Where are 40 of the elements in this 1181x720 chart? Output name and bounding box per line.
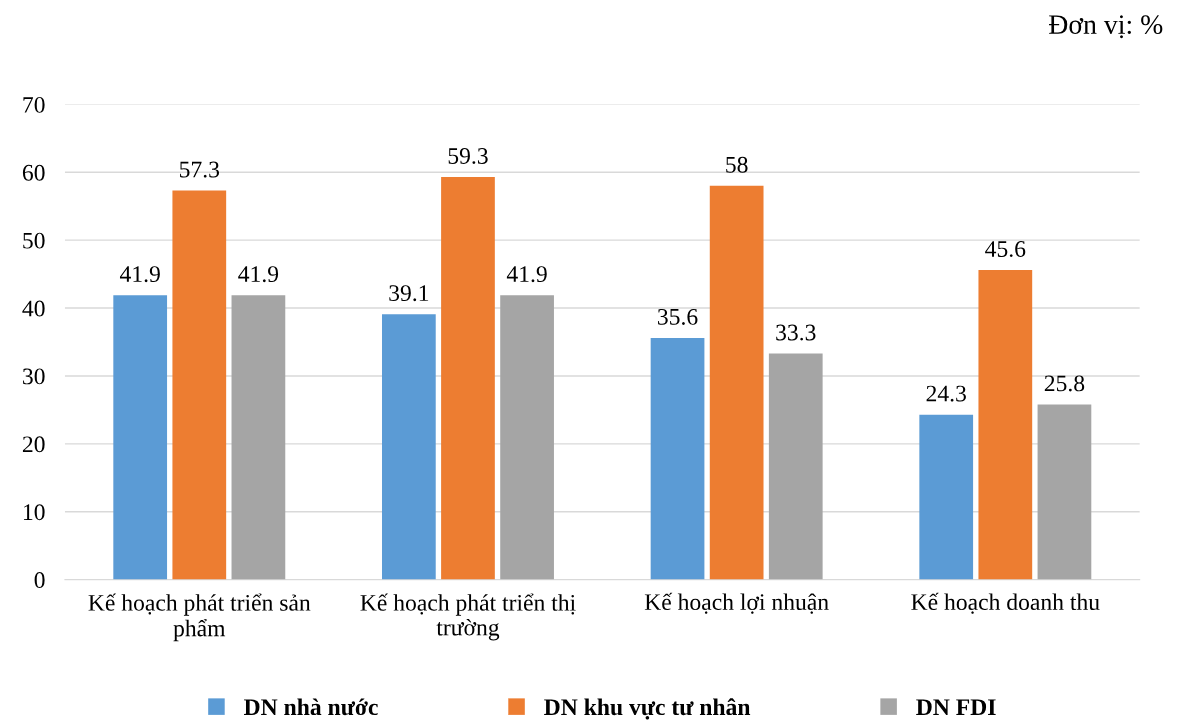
y-tick-label: 0	[34, 572, 45, 589]
bar	[500, 295, 554, 580]
bar	[381, 314, 436, 580]
data-label: 39.1	[389, 285, 429, 302]
legend-label: DN nhà nước	[244, 698, 378, 716]
y-tick-label: 70	[23, 96, 45, 113]
y-tick-label: 40	[22, 300, 45, 317]
data-label: 58	[726, 156, 748, 173]
data-label: 24.3	[926, 385, 966, 402]
bar	[172, 190, 227, 580]
bar	[650, 337, 705, 580]
bar	[1037, 404, 1092, 580]
data-label: 41.9	[506, 266, 547, 283]
y-tick-label: 10	[23, 504, 45, 521]
bar	[768, 353, 823, 580]
data-label: 33.3	[776, 324, 816, 341]
bar	[441, 177, 495, 580]
data-label: 59.3	[448, 148, 488, 165]
legend-label: DN FDI	[916, 699, 996, 715]
x-tick-label: Kế hoạch phát triển thị trường	[360, 593, 576, 641]
y-tick-label: 30	[23, 368, 45, 385]
bar	[113, 295, 168, 580]
legend-label: DN khu vực tư nhân	[544, 698, 751, 720]
bar	[978, 270, 1033, 580]
data-label: 25.8	[1044, 375, 1085, 392]
bar	[919, 414, 974, 580]
y-tick-label: 20	[22, 436, 45, 453]
x-tick-label: Kế hoạch doanh thu	[911, 592, 1100, 614]
data-label: 41.9	[119, 266, 160, 283]
text: Đơn vị: %	[1049, 15, 1163, 39]
bar	[231, 295, 286, 580]
data-label: 35.6	[658, 308, 698, 325]
data-label: 57.3	[180, 161, 220, 178]
bar	[709, 185, 764, 580]
data-label: 45.6	[985, 241, 1026, 258]
data-label: 41.9	[238, 266, 279, 283]
y-tick-label: 60	[22, 164, 45, 181]
x-tick-label: Kế hoạch phát triển sản phẩm	[88, 593, 311, 642]
y-tick-label: 50	[23, 232, 45, 249]
x-tick-label: Kế hoạch lợi nhuận	[644, 592, 829, 614]
